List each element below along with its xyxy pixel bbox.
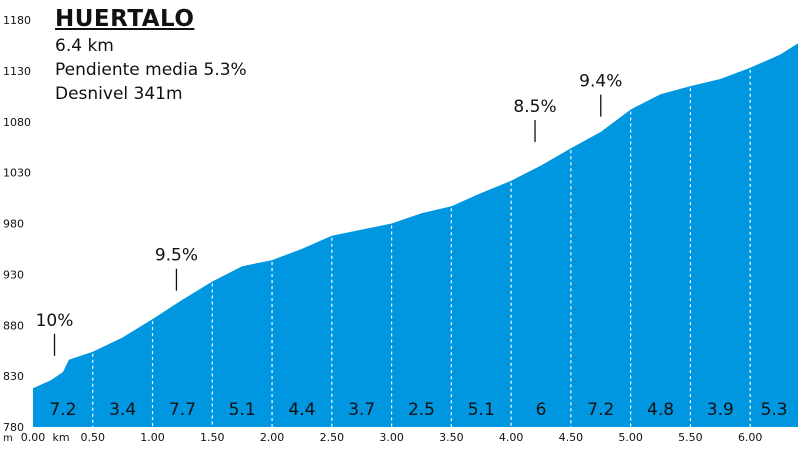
x-axis: m 0.00 0.50 1.00 1.50 2.00 2.50 3.00 3.50 4.00 4.5… — [3, 431, 762, 444]
y-tick-label: 1080 — [3, 116, 31, 129]
y-tick-label: 930 — [3, 268, 24, 281]
y-tick-label: 980 — [3, 218, 24, 231]
avg-gradient-label: Pendiente media 5.3% — [55, 60, 247, 80]
y-unit-label: m — [3, 433, 13, 444]
x-unit-label: km — [52, 431, 69, 444]
segment-gradient: 3.7 — [348, 400, 375, 420]
x-tick-label: 5.00 — [618, 431, 643, 444]
segment-gradient: 4.8 — [647, 400, 674, 420]
segment-gradient: 5.1 — [229, 400, 256, 420]
x-tick-label: 3.00 — [379, 431, 404, 444]
segment-dividers — [92, 69, 751, 427]
climb-title: HUERTALO — [55, 6, 195, 32]
x-tick-label: 5.50 — [678, 431, 703, 444]
segment-gradient: 4.4 — [288, 400, 315, 420]
segment-gradient: 7.2 — [587, 400, 614, 420]
gradient-annotations: 10% 9.5% 8.5% 9.4% — [36, 72, 622, 356]
x-tick-label: 3.50 — [439, 431, 464, 444]
y-tick-label: 780 — [3, 421, 24, 434]
y-tick-label: 1180 — [3, 14, 31, 27]
segment-gradient: 3.9 — [707, 400, 734, 420]
x-tick-label: 1.00 — [140, 431, 165, 444]
x-tick-label: 4.00 — [499, 431, 524, 444]
segment-gradient: 5.3 — [761, 400, 788, 420]
gradient-annotation: 10% — [36, 311, 74, 331]
x-tick-label: 2.00 — [260, 431, 285, 444]
distance-label: 6.4 km — [55, 36, 114, 56]
y-tick-label: 1030 — [3, 167, 31, 180]
y-tick-label: 1130 — [3, 65, 31, 78]
x-tick-label: 2.50 — [320, 431, 345, 444]
y-tick-label: 830 — [3, 370, 24, 383]
gradient-annotation: 9.4% — [579, 72, 622, 92]
x-tick-label: 0.00 — [21, 431, 46, 444]
segment-gradient: 2.5 — [408, 400, 435, 420]
climb-info: HUERTALO 6.4 km Pendiente media 5.3% Des… — [55, 4, 247, 106]
segment-gradient: 6 — [536, 400, 547, 420]
y-tick-label: 880 — [3, 319, 24, 332]
profile-fill — [33, 43, 798, 428]
x-tick-label: 1.50 — [200, 431, 225, 444]
x-tick-label: 4.50 — [559, 431, 584, 444]
x-tick-label: 6.00 — [738, 431, 763, 444]
x-tick-label: 0.50 — [81, 431, 106, 444]
segment-gradient: 3.4 — [109, 400, 136, 420]
gradient-annotation: 9.5% — [155, 246, 198, 266]
segment-gradient-labels: 7.2 3.4 7.7 5.1 4.4 3.7 2.5 5.1 6 7.2 4.8 3.9 5.3 — [49, 400, 787, 420]
segment-gradient: 7.7 — [169, 400, 196, 420]
segment-gradient: 7.2 — [49, 400, 76, 420]
elevation-gain-label: Desnivel 341m — [55, 84, 183, 104]
segment-gradient: 5.1 — [468, 400, 495, 420]
y-axis: 780 830 880 930 980 1030 1080 1130 1180 — [3, 14, 31, 434]
gradient-annotation: 8.5% — [513, 97, 556, 117]
profile-area — [33, 43, 798, 428]
